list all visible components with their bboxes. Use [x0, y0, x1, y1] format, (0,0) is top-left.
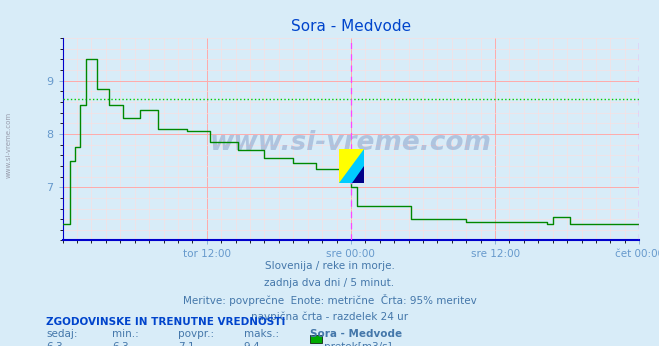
Text: 6,3: 6,3	[46, 342, 63, 346]
Text: zadnja dva dni / 5 minut.: zadnja dva dni / 5 minut.	[264, 278, 395, 288]
Text: www.si-vreme.com: www.si-vreme.com	[5, 112, 12, 179]
Polygon shape	[352, 166, 364, 183]
Text: ZGODOVINSKE IN TRENUTNE VREDNOSTI: ZGODOVINSKE IN TRENUTNE VREDNOSTI	[46, 317, 285, 327]
Text: www.si-vreme.com: www.si-vreme.com	[210, 130, 492, 156]
Text: Meritve: povprečne  Enote: metrične  Črta: 95% meritev: Meritve: povprečne Enote: metrične Črta:…	[183, 294, 476, 307]
Text: maks.:: maks.:	[244, 329, 279, 339]
Text: navpična črta - razdelek 24 ur: navpična črta - razdelek 24 ur	[251, 311, 408, 321]
Polygon shape	[339, 149, 364, 183]
Text: povpr.:: povpr.:	[178, 329, 214, 339]
Text: pretok[m3/s]: pretok[m3/s]	[324, 342, 392, 346]
Polygon shape	[339, 149, 364, 183]
Text: 9,4: 9,4	[244, 342, 260, 346]
Text: Slovenija / reke in morje.: Slovenija / reke in morje.	[264, 261, 395, 271]
Title: Sora - Medvode: Sora - Medvode	[291, 19, 411, 34]
Text: Sora - Medvode: Sora - Medvode	[310, 329, 402, 339]
Text: 7,1: 7,1	[178, 342, 194, 346]
Text: sedaj:: sedaj:	[46, 329, 78, 339]
Text: 6,3: 6,3	[112, 342, 129, 346]
Text: min.:: min.:	[112, 329, 139, 339]
